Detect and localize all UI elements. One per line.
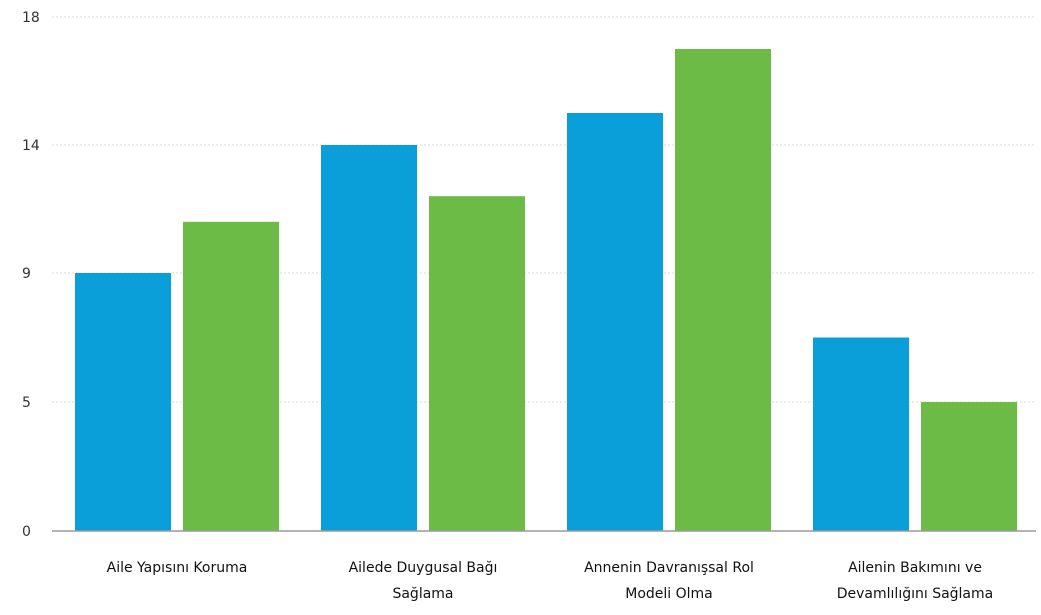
bar-series-1-cat-3 <box>567 113 663 531</box>
x-category-label-line: Sağlama <box>392 586 453 602</box>
bar-series-2-cat-4 <box>921 402 1017 531</box>
x-category-label-line: Aile Yapısını Koruma <box>107 560 248 576</box>
x-category-label: Aile Yapısını Koruma <box>107 560 248 576</box>
bar-series-2-cat-3 <box>675 49 771 531</box>
bar-series-1-cat-1 <box>75 273 171 531</box>
y-tick-label: 9 <box>22 266 31 282</box>
bar-series-2-cat-2 <box>429 196 525 531</box>
x-category-label: Ailenin Bakımını ve Devamlılığını Sağlama <box>837 560 993 602</box>
x-category-label-line: Annenin Davranışsal Rol <box>584 560 754 576</box>
x-category-label-line: Ailenin Bakımını ve <box>848 560 982 576</box>
y-tick-label: 0 <box>22 524 31 540</box>
axis-layer: 0 5 9 14 18 Aile Yapısını Koruma Ailede Duygus… <box>22 10 1036 602</box>
x-category-label: Annenin Davranışsal Rol Modeli Olma <box>584 560 754 602</box>
bar-series-1-cat-2 <box>321 145 417 531</box>
x-category-label-line: Ailede Duygusal Bağı <box>349 560 498 576</box>
y-tick-label: 18 <box>22 10 40 26</box>
bar-series-1-cat-4 <box>813 337 909 531</box>
y-tick-label: 5 <box>22 395 31 411</box>
bar-series-2-cat-1 <box>183 221 279 532</box>
x-category-label-line: Modeli Olma <box>625 586 713 602</box>
bars-layer <box>75 49 1017 532</box>
y-tick-label: 14 <box>22 138 40 154</box>
x-category-label-line: Devamlılığını Sağlama <box>837 586 993 602</box>
x-category-label: Ailede Duygusal Bağı Sağlama <box>349 560 498 602</box>
